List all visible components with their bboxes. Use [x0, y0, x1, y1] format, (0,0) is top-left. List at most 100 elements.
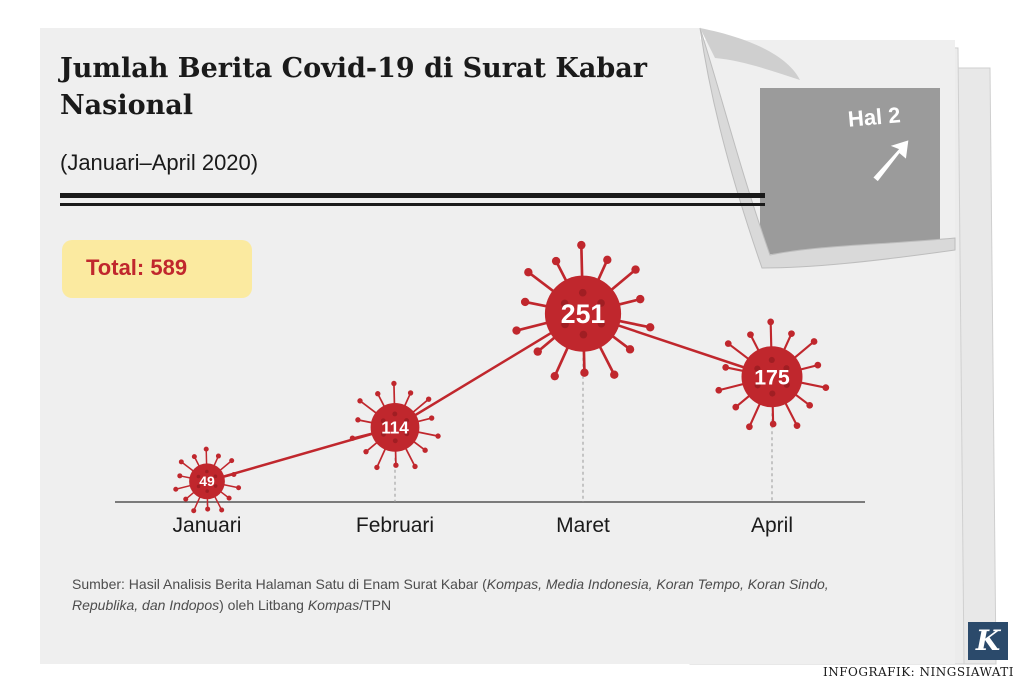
virus-spike [213, 495, 223, 511]
virus-spike-tip [236, 485, 242, 491]
virus-spike [608, 268, 637, 293]
virus-spot [196, 484, 201, 489]
virus-spike [352, 431, 374, 440]
virus-spot [392, 411, 398, 417]
virus-spike-tip [550, 371, 559, 381]
virus-spot [213, 474, 218, 479]
virus-spike-tip [724, 340, 732, 347]
virus-spike-tip [810, 338, 818, 345]
virus-body [189, 463, 225, 500]
chart-subtitle: (Januari–April 2020) [60, 150, 259, 175]
virus-spike [393, 383, 396, 406]
virus-spike-tip [363, 448, 369, 455]
virus-spot [561, 320, 569, 329]
virus-spike-tip [551, 256, 561, 266]
virus-spot [579, 330, 588, 339]
virus-spike-tip [806, 401, 814, 409]
virus-spike-tip [533, 347, 542, 356]
x-tick-label: April [751, 514, 793, 537]
virus-spike-tip [715, 386, 723, 394]
virus-spot [392, 438, 398, 444]
total-badge [62, 240, 252, 298]
virus-spike [416, 430, 439, 437]
virus-spike-tip [746, 423, 753, 431]
virus-spike-tip [357, 398, 363, 404]
virus-spike-tip [577, 240, 586, 250]
virus-spot [205, 489, 209, 493]
virus-spike [553, 344, 571, 377]
data-label: 114 [381, 418, 409, 437]
virus-spot [381, 431, 386, 437]
virus-spike-tip [407, 390, 414, 396]
virus-spike [616, 319, 651, 329]
page-fold [699, 27, 956, 269]
virus-spike [175, 484, 192, 490]
virus-spike-tip [178, 459, 184, 465]
virus-body [544, 275, 622, 352]
virus-spike-tip [767, 318, 775, 326]
x-tick-label: Februari [356, 514, 434, 537]
virus-spike-tip [428, 415, 435, 421]
virus-spike-tip [215, 453, 221, 459]
virus-spike-tip [355, 417, 361, 423]
virus-spike-tip [191, 508, 197, 514]
virus-spike-tip [173, 486, 179, 492]
virus-spike-tip [393, 462, 399, 468]
title-rule-thick [60, 193, 765, 198]
virus-spike-tip [183, 496, 189, 502]
virus-spike-tip [425, 396, 432, 402]
source-note: Sumber: Hasil Analisis Berita Halaman Sa… [72, 576, 829, 613]
virus-spike-tip [177, 473, 183, 479]
x-tick-label: Januari [173, 514, 242, 537]
infographic-credit: INFOGRAFIK: NINGSIAWATI [822, 665, 1014, 679]
virus-spike-tip [512, 326, 521, 335]
virus-spike-tip [435, 433, 441, 439]
virus-spike-tip [226, 495, 232, 501]
virus-spike-tip [636, 294, 645, 304]
virus-spike-tip [219, 507, 225, 513]
chart-title: Jumlah Berita Covid-19 di Surat Kabar Na… [60, 53, 647, 121]
virus-spike-tip [229, 458, 235, 464]
virus-spike [579, 245, 584, 280]
virus-spot [754, 365, 761, 372]
virus-spike-tip [205, 506, 211, 512]
virus-spike [792, 340, 815, 360]
virus-body [741, 346, 803, 408]
virus-spike [404, 446, 416, 467]
virus-spike [411, 398, 430, 414]
virus-spike-tip [524, 268, 533, 277]
virus-spot [560, 299, 569, 308]
virus-spot [213, 484, 218, 488]
virus-spot [783, 365, 790, 372]
virus-spike-tip [793, 422, 801, 429]
virus-spike-tip [769, 420, 777, 428]
virus-spot [404, 431, 410, 437]
virus-spike-tip [732, 403, 740, 411]
virus-spot [380, 418, 386, 424]
virus-spot [769, 390, 776, 397]
virus-spot [404, 418, 409, 423]
virus-spike-tip [814, 361, 822, 369]
virus-marker: 49 [173, 446, 242, 514]
virus-spike [359, 400, 379, 415]
data-label: 175 [754, 365, 790, 389]
virus-spot [754, 382, 761, 389]
virus-spike [769, 321, 773, 350]
virus-spike-tip [822, 384, 830, 392]
virus-spot [597, 299, 605, 307]
virus-marker: 175 [715, 318, 830, 431]
virus-spike-tip [191, 454, 197, 460]
virus-spike [180, 461, 195, 473]
page-fold-back [760, 88, 940, 255]
virus-spike-tip [580, 368, 589, 377]
virus-spike-tip [374, 464, 380, 471]
kompas-logo: K [968, 622, 1008, 660]
arrow-up-right-icon [873, 140, 909, 182]
virus-spike-tip [747, 331, 754, 339]
virus-spike [193, 495, 202, 512]
virus-spike-tip [625, 345, 635, 354]
page-fold-curl [700, 28, 800, 80]
x-tick-label: Maret [556, 514, 610, 537]
virus-spot [205, 469, 209, 474]
